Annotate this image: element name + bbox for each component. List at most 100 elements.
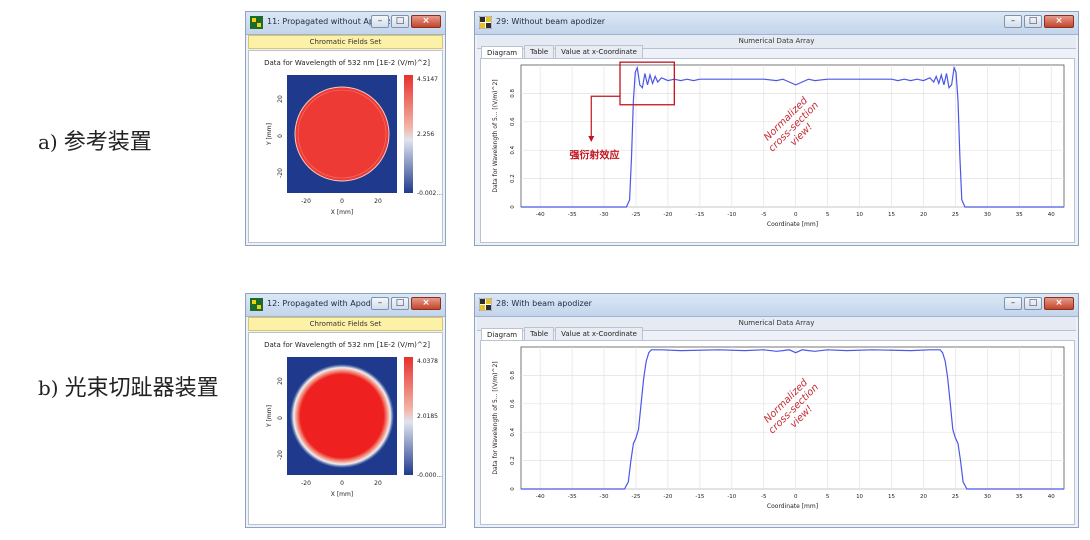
chart-app-icon <box>479 298 492 311</box>
chart-window-b-title: 28: With beam apodizer <box>496 299 592 308</box>
x-tick-label: -20 <box>663 212 672 218</box>
y-tick-label: 0.8 <box>510 89 516 98</box>
x-tick-label: 25 <box>952 212 959 218</box>
x-axis-label: Coordinate [mm] <box>767 221 818 228</box>
app-icon <box>250 298 263 311</box>
x-tick-label: -10 <box>727 494 736 500</box>
annotation-leader <box>590 95 621 136</box>
field-a-aperture <box>294 86 390 182</box>
y-tick-label: 0 <box>510 205 516 209</box>
close-icon: × <box>1055 16 1063 26</box>
tab-table[interactable]: Table <box>524 45 555 59</box>
y-tick-label: 0.4 <box>510 145 516 154</box>
close-button[interactable]: × <box>411 297 441 310</box>
field-b-ytick-top: 20 <box>277 377 284 385</box>
x-tick-label: 15 <box>888 212 895 218</box>
field-map-a: Data for Wavelength of 532 nm [1E-2 (V/m… <box>264 59 442 216</box>
x-tick-label: 20 <box>920 212 927 218</box>
field-window-b-titlebar[interactable]: 12: Propagated with Apodizer – □ × <box>246 294 445 317</box>
x-tick-label: 0 <box>794 212 798 218</box>
x-tick-label: 5 <box>826 494 830 500</box>
tab-diagram[interactable]: Diagram <box>481 46 524 60</box>
x-tick-label: -15 <box>695 494 704 500</box>
row-a-prefix: a) <box>38 130 58 154</box>
tab-value-at-x[interactable]: Value at x-Coordinate <box>555 45 643 59</box>
chart-window-b-plot-panel: -40 -35 -30 -25 -20 -15 -10 -5 0 5 10 15 20 25 30 35 40 0… <box>480 340 1075 525</box>
maximize-icon: □ <box>1028 16 1038 26</box>
x-tick-label: -40 <box>536 494 545 500</box>
x-tick-label: 40 <box>1048 494 1055 500</box>
x-tick-label: 10 <box>856 212 863 218</box>
chart-a-tabs: Diagram Table Value at x-Coordinate <box>481 45 644 60</box>
field-a-xtick-mid: 0 <box>340 198 344 205</box>
data-series-line <box>521 65 1064 208</box>
x-tick-label: 35 <box>1016 494 1023 500</box>
field-window-b-plot-panel: Data for Wavelength of 532 nm [1E-2 (V/m… <box>248 332 443 525</box>
maximize-button[interactable]: □ <box>391 297 409 310</box>
field-window-a[interactable]: 11: Propagated without Apodizer – □ × Ch… <box>245 11 446 246</box>
maximize-icon: □ <box>1028 298 1038 308</box>
field-a-ytick-mid: 0 <box>277 134 284 138</box>
field-b-colorbar <box>404 357 413 475</box>
maximize-button[interactable]: □ <box>1024 15 1042 28</box>
y-tick-label: 0.6 <box>510 399 516 408</box>
close-button[interactable]: × <box>1044 15 1074 28</box>
close-button[interactable]: × <box>1044 297 1074 310</box>
y-tick-label: 0.8 <box>510 371 516 380</box>
field-window-a-title: 11: Propagated without Apodizer <box>267 17 399 26</box>
close-icon: × <box>422 16 430 26</box>
x-tick-label: 30 <box>984 494 991 500</box>
field-b-ytick-bot: -20 <box>277 450 284 460</box>
x-tick-label: 5 <box>826 212 830 218</box>
field-b-xtick-right: 20 <box>374 480 382 487</box>
annotation-label: 强衍射效应 <box>569 149 619 162</box>
field-window-a-plot-panel: Data for Wavelength of 532 nm [1E-2 (V/m… <box>248 50 443 243</box>
x-tick-label: -35 <box>568 494 577 500</box>
x-tick-label: 25 <box>952 494 959 500</box>
y-tick-label: 0.2 <box>510 174 516 183</box>
field-window-b[interactable]: 12: Propagated with Apodizer – □ × Chrom… <box>245 293 446 528</box>
maximize-button[interactable]: □ <box>391 15 409 28</box>
close-button[interactable]: × <box>411 15 441 28</box>
y-tick-label: 0 <box>510 487 516 491</box>
maximize-button[interactable]: □ <box>1024 297 1042 310</box>
x-tick-label: 30 <box>984 212 991 218</box>
field-a-ylabel: Y [mm] <box>266 123 273 146</box>
minimize-button[interactable]: – <box>371 15 389 28</box>
annotation-arrowhead <box>588 136 595 142</box>
x-tick-label: 10 <box>856 494 863 500</box>
minimize-button[interactable]: – <box>371 297 389 310</box>
row-b-prefix: b) <box>38 376 59 400</box>
field-a-ring <box>297 89 387 179</box>
minimize-icon: – <box>1010 16 1016 26</box>
tab-table[interactable]: Table <box>524 327 555 341</box>
field-b-xtick-left: -20 <box>301 480 311 487</box>
row-b-text: 光束切趾器装置 <box>64 376 219 401</box>
row-a-label: a) 参考装置 <box>38 124 152 156</box>
chart-app-icon <box>479 16 492 29</box>
x-tick-label: -40 <box>536 212 545 218</box>
field-a-ytick-bot: -20 <box>277 168 284 178</box>
field-window-b-subheader: Chromatic Fields Set <box>248 317 443 331</box>
field-b-xlabel: X [mm] <box>331 491 353 498</box>
field-window-a-titlebar[interactable]: 11: Propagated without Apodizer – □ × <box>246 12 445 35</box>
minimize-icon: – <box>377 298 383 308</box>
chart-window-b[interactable]: 28: With beam apodizer – □ × Numerical D… <box>474 293 1079 528</box>
x-tick-label: 40 <box>1048 212 1055 218</box>
x-tick-label: -10 <box>727 212 736 218</box>
chart-window-a[interactable]: 29: Without beam apodizer – □ × Numerica… <box>474 11 1079 246</box>
tab-value-at-x[interactable]: Value at x-Coordinate <box>555 327 643 341</box>
tab-diagram[interactable]: Diagram <box>481 328 524 342</box>
row-a-text: 参考装置 <box>63 130 152 155</box>
x-tick-label: -5 <box>761 494 767 500</box>
chart-window-a-titlebar[interactable]: 29: Without beam apodizer – □ × <box>475 12 1078 35</box>
minimize-button[interactable]: – <box>1004 15 1022 28</box>
minimize-button[interactable]: – <box>1004 297 1022 310</box>
chart-window-a-title: 29: Without beam apodizer <box>496 17 606 26</box>
chart-window-b-titlebar[interactable]: 28: With beam apodizer – □ × <box>475 294 1078 317</box>
x-axis-label: Coordinate [mm] <box>767 503 818 510</box>
y-tick-label: 0.6 <box>510 117 516 126</box>
field-a-xlabel: X [mm] <box>331 209 353 216</box>
app-icon <box>250 16 263 29</box>
field-b-aperture <box>290 364 394 468</box>
